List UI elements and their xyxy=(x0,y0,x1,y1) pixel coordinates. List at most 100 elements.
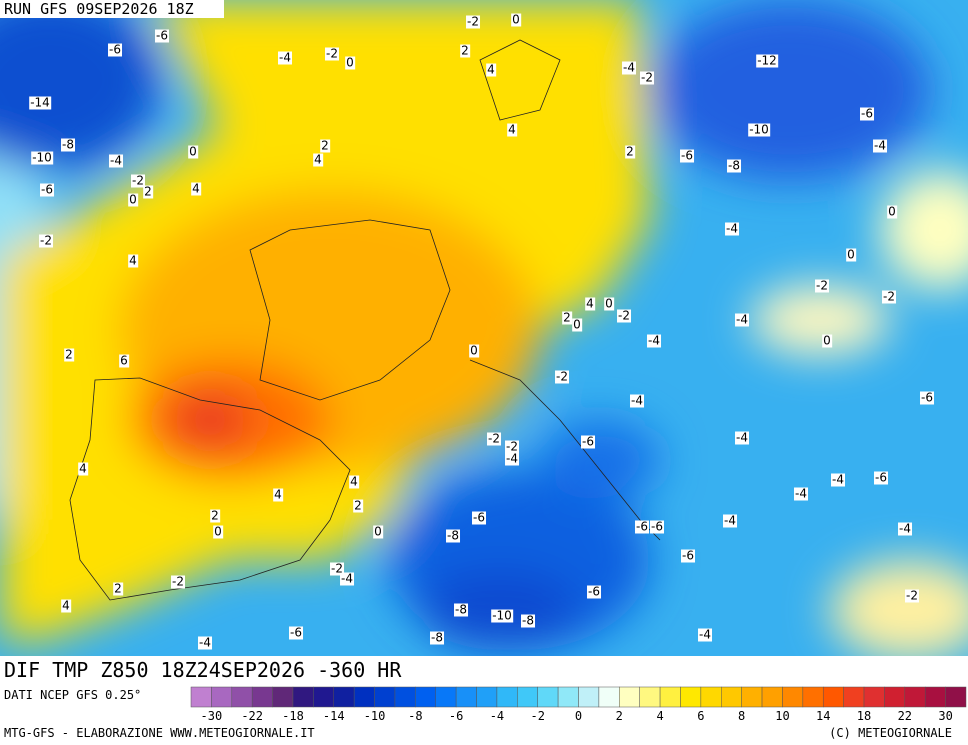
colorbar-box xyxy=(782,686,804,708)
contour-label: -4 xyxy=(698,627,712,642)
contour-label: -6 xyxy=(289,625,303,640)
colorbar-box xyxy=(435,686,457,708)
contour-label: -4 xyxy=(725,221,739,236)
contour-label: 2 xyxy=(64,347,74,362)
contour-label: -2 xyxy=(325,46,339,61)
contour-label: 2 xyxy=(320,138,330,153)
colorbar-tick-label: 10 xyxy=(775,709,789,723)
contour-label: 4 xyxy=(486,62,496,77)
colorbar-box xyxy=(822,686,844,708)
credit-text: MTG-GFS - ELABORAZIONE WWW.METEOGIORNALE… xyxy=(4,726,315,740)
contour-label: 0 xyxy=(345,55,355,70)
contour-label: 2 xyxy=(460,43,470,58)
contour-label: 2 xyxy=(113,581,123,596)
contour-label: -4 xyxy=(831,472,845,487)
contour-label: -4 xyxy=(622,60,636,75)
contour-label: -2 xyxy=(815,278,829,293)
contour-label: 0 xyxy=(887,204,897,219)
contour-label: -6 xyxy=(108,42,122,57)
colorbar-tick-label: 0 xyxy=(575,709,582,723)
colorbar-box xyxy=(659,686,681,708)
colorbar-box xyxy=(904,686,926,708)
contour-label: 4 xyxy=(61,598,71,613)
colorbar-tick-label: -8 xyxy=(408,709,422,723)
contour-label: 4 xyxy=(585,296,595,311)
colorbar: -30 -22 -18 -14 -10 -8 -6 -4 -2 0 2 4 6 8 10 14 18 22 30 xyxy=(190,686,967,723)
contour-label: 0 xyxy=(846,247,856,262)
contour-label: -2 xyxy=(131,173,145,188)
contour-label: -2 xyxy=(487,431,501,446)
contour-label: 6 xyxy=(119,353,129,368)
contour-label: -4 xyxy=(198,635,212,650)
colorbar-box xyxy=(802,686,824,708)
contour-label: 0 xyxy=(373,524,383,539)
colorbar-box xyxy=(517,686,538,708)
colorbar-box xyxy=(374,686,396,708)
contour-label: -2 xyxy=(882,289,896,304)
contour-label: 2 xyxy=(353,498,363,513)
contour-label: -6 xyxy=(680,148,694,163)
contour-label: -6 xyxy=(155,28,169,43)
contour-label: -6 xyxy=(650,519,664,534)
colorbar-tick-label: 6 xyxy=(697,709,704,723)
contour-label: -2 xyxy=(171,574,185,589)
source-text: DATI NCEP GFS 0.25° xyxy=(4,688,142,702)
contour-label: -8 xyxy=(454,602,468,617)
contour-label: 0 xyxy=(572,317,582,332)
contour-label: -8 xyxy=(446,528,460,543)
colorbar-tick-label: -22 xyxy=(241,709,263,723)
contour-label: -4 xyxy=(278,50,292,65)
contour-label: 0 xyxy=(604,296,614,311)
colorbar-box xyxy=(496,686,518,708)
contour-label: -4 xyxy=(505,451,519,466)
colorbar-tick-label: -14 xyxy=(323,709,345,723)
run-title: RUN GFS 09SEP2026 18Z xyxy=(0,0,224,18)
contour-label: -6 xyxy=(860,106,874,121)
contour-label: 4 xyxy=(313,152,323,167)
colorbar-box xyxy=(741,686,763,708)
contour-label: 4 xyxy=(507,122,517,137)
contour-label: -10 xyxy=(31,150,53,165)
contour-label: -8 xyxy=(727,158,741,173)
colorbar-box xyxy=(415,686,436,708)
contour-label: -8 xyxy=(521,613,535,628)
colorbar-tick-label: -4 xyxy=(490,709,504,723)
contour-label: -8 xyxy=(61,137,75,152)
colorbar-tick-label: 22 xyxy=(898,709,912,723)
contour-label: -4 xyxy=(794,486,808,501)
contour-label: 4 xyxy=(191,181,201,196)
map xyxy=(0,0,968,656)
contour-label: -4 xyxy=(723,513,737,528)
field-title: DIF TMP Z850 18Z24SEP2026 -360 HR xyxy=(0,656,458,684)
colorbar-box xyxy=(945,686,967,708)
contour-label: -2 xyxy=(905,588,919,603)
colorbar-tick-label: -6 xyxy=(449,709,463,723)
colorbar-tick-label: -30 xyxy=(201,709,223,723)
contour-label: -2 xyxy=(330,561,344,576)
contour-label: 0 xyxy=(511,12,521,27)
colorbar-tick-label: -2 xyxy=(530,709,544,723)
contour-label: 4 xyxy=(78,461,88,476)
colorbar-tick-label: 30 xyxy=(938,709,952,723)
contour-label: -2 xyxy=(617,308,631,323)
contour-label: -4 xyxy=(735,312,749,327)
contour-label: -6 xyxy=(40,182,54,197)
contour-label: 0 xyxy=(469,343,479,358)
contour-label: -6 xyxy=(681,548,695,563)
colorbar-tick-label: 8 xyxy=(738,709,745,723)
colorbar-box xyxy=(353,686,375,708)
colorbar-tick-label: 4 xyxy=(656,709,663,723)
colorbar-box xyxy=(761,686,783,708)
contour-label: -4 xyxy=(898,521,912,536)
contour-label: 0 xyxy=(188,144,198,159)
contour-label: -2 xyxy=(505,439,519,454)
contour-label: 2 xyxy=(625,144,635,159)
colorbar-box xyxy=(476,686,498,708)
contour-label: -4 xyxy=(735,430,749,445)
colorbar-box xyxy=(333,686,355,708)
contour-label: -4 xyxy=(873,138,887,153)
colorbar-tick-label: -10 xyxy=(364,709,386,723)
colorbar-box xyxy=(272,686,294,708)
contour-label: -2 xyxy=(555,369,569,384)
colorbar-box xyxy=(619,686,640,708)
